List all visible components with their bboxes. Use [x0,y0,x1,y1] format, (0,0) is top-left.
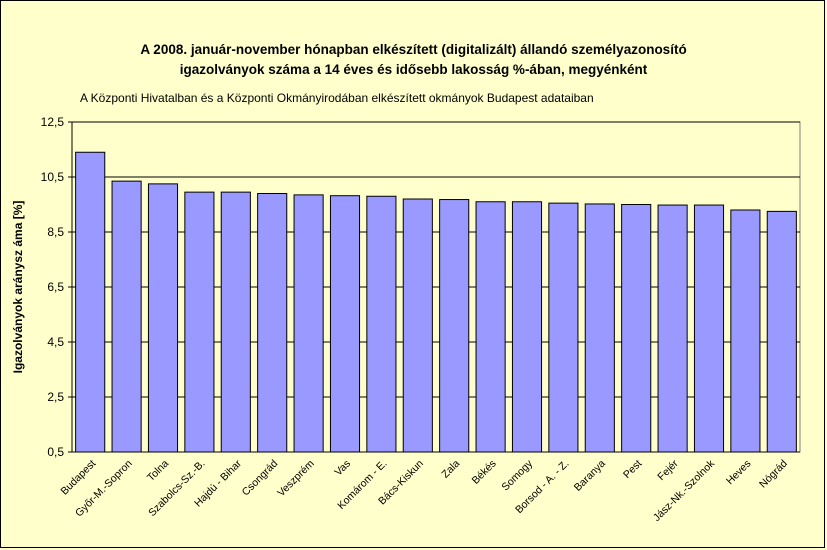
x-category-label: Zala [439,458,462,481]
y-tick-label: 4,5 [47,335,64,349]
chart-title: A 2008. január-november hónapban elkészí… [0,40,827,80]
bar [293,194,324,453]
y-tick-label: 12,5 [41,115,65,129]
bar [584,203,615,453]
x-category-label: Fejér [655,457,681,483]
bar [147,183,179,453]
bar [657,204,688,453]
y-tick-label: 10,5 [41,170,65,184]
bar [475,201,506,453]
y-tick-label: 2,5 [47,390,64,404]
bar [439,199,470,453]
x-category-label: Jász-Nk.-Szolnok [651,457,718,524]
bar [111,180,142,453]
bar [548,202,579,453]
x-category-label: Tolna [145,458,171,484]
bar [511,201,543,453]
chart-subtitle: A Központi Hivatalban és a Központi Okmá… [80,91,594,105]
bar [366,195,397,453]
chart-title-line-1: A 2008. január-november hónapban elkészí… [140,42,687,57]
y-axis-ticks: 0,5 2,5 4,5 6,5 8,5 10,5 12,5 [41,115,73,459]
x-category-label: Baranya [572,458,608,494]
chart-title-line-2: igazolványok száma a 14 éves és idősebb … [179,62,648,77]
bars [72,151,800,453]
bar [730,209,761,453]
bar [220,191,251,453]
x-category-label: Nógrád [757,458,790,491]
x-category-label: Veszprém [275,457,317,499]
x-category-label: Vas [332,458,353,479]
bar [184,191,215,453]
bar [257,193,288,453]
bar [402,198,433,453]
y-tick-label: 8,5 [47,225,64,239]
bar [75,151,106,453]
bar [329,195,361,453]
x-category-label: Pest [621,458,644,481]
x-category-label: Heves [724,458,754,488]
y-tick-label: 0,5 [47,445,64,459]
bar [693,204,725,453]
bar [766,210,797,453]
x-category-label: Békés [470,458,499,487]
x-category-label: Csongrád [240,458,281,499]
y-tick-label: 6,5 [47,280,64,294]
bar [621,204,652,453]
y-axis-label: Igazolványok aránysz áma [%] [11,201,25,374]
x-category-label: Somogy [499,457,535,493]
